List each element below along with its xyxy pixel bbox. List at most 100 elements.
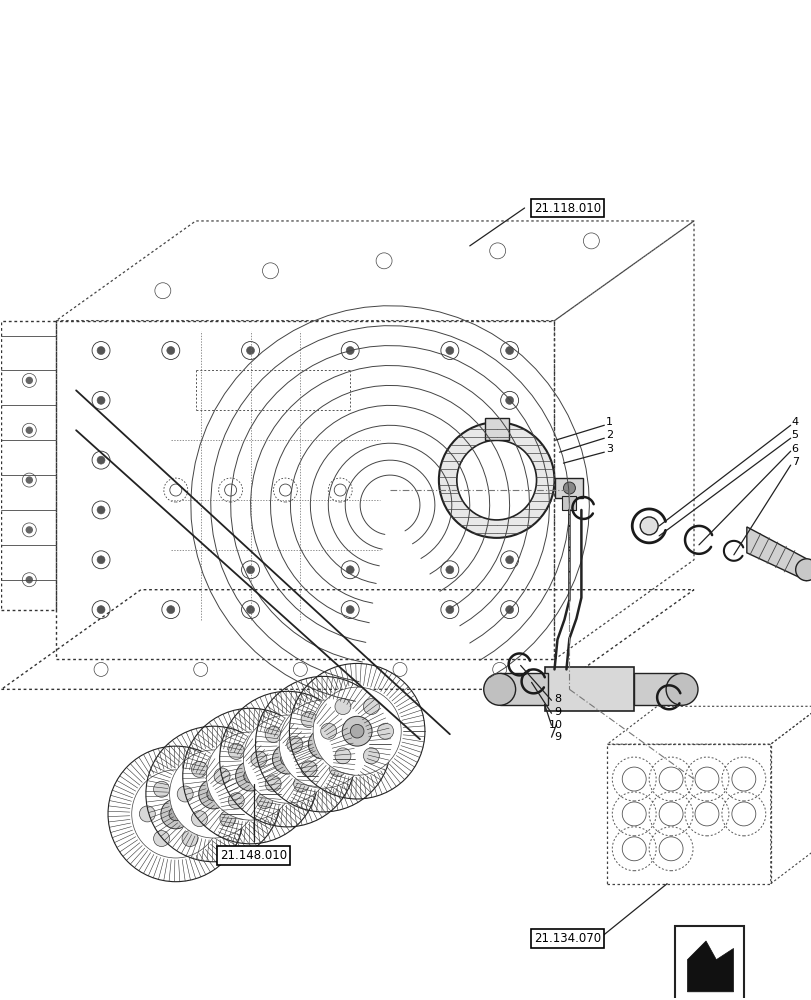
Circle shape xyxy=(500,601,518,619)
Circle shape xyxy=(335,699,350,715)
Circle shape xyxy=(235,761,265,791)
Circle shape xyxy=(220,811,235,827)
Circle shape xyxy=(94,662,108,676)
Circle shape xyxy=(505,506,513,514)
Text: 21.118.010: 21.118.010 xyxy=(533,202,600,215)
Circle shape xyxy=(500,551,518,569)
Circle shape xyxy=(375,253,392,269)
Circle shape xyxy=(22,573,36,587)
Circle shape xyxy=(247,566,254,574)
Text: 7: 7 xyxy=(791,457,798,467)
Text: 2: 2 xyxy=(606,430,612,440)
Bar xyxy=(555,478,582,498)
Circle shape xyxy=(153,831,169,847)
Circle shape xyxy=(377,723,393,739)
Circle shape xyxy=(492,662,506,676)
Circle shape xyxy=(500,391,518,409)
Circle shape xyxy=(343,736,359,752)
Circle shape xyxy=(243,769,257,783)
Circle shape xyxy=(341,342,358,359)
Text: 4: 4 xyxy=(791,417,798,427)
Circle shape xyxy=(294,776,309,792)
Circle shape xyxy=(97,347,105,354)
Text: 6: 6 xyxy=(791,444,798,454)
Circle shape xyxy=(131,770,220,858)
Circle shape xyxy=(363,748,379,764)
Circle shape xyxy=(265,776,281,792)
Circle shape xyxy=(563,482,575,494)
Circle shape xyxy=(505,396,513,404)
Circle shape xyxy=(665,673,697,705)
Circle shape xyxy=(251,751,267,767)
Circle shape xyxy=(342,716,371,746)
Circle shape xyxy=(293,662,307,676)
Circle shape xyxy=(207,787,220,801)
Circle shape xyxy=(139,806,155,822)
Circle shape xyxy=(489,243,505,259)
Circle shape xyxy=(241,342,260,359)
Circle shape xyxy=(26,577,32,583)
Circle shape xyxy=(350,724,363,738)
Circle shape xyxy=(457,440,536,520)
Circle shape xyxy=(440,342,458,359)
Text: 21.134.070: 21.134.070 xyxy=(533,932,600,945)
Circle shape xyxy=(247,606,254,614)
Circle shape xyxy=(639,517,658,535)
Circle shape xyxy=(329,712,345,727)
Circle shape xyxy=(234,786,250,802)
Circle shape xyxy=(445,566,453,574)
Circle shape xyxy=(505,456,513,464)
Circle shape xyxy=(22,423,36,437)
Circle shape xyxy=(182,831,198,847)
Circle shape xyxy=(97,396,105,404)
Circle shape xyxy=(329,761,345,777)
Circle shape xyxy=(161,799,191,829)
Circle shape xyxy=(97,456,105,464)
Polygon shape xyxy=(687,941,732,992)
Circle shape xyxy=(26,527,32,533)
Circle shape xyxy=(241,601,260,619)
Circle shape xyxy=(265,726,281,742)
Circle shape xyxy=(243,715,331,803)
Circle shape xyxy=(191,811,207,827)
Circle shape xyxy=(169,807,182,821)
Circle shape xyxy=(97,606,105,614)
Circle shape xyxy=(26,427,32,433)
Circle shape xyxy=(345,566,354,574)
Circle shape xyxy=(272,744,302,774)
Circle shape xyxy=(505,347,513,354)
Circle shape xyxy=(345,606,354,614)
Circle shape xyxy=(500,451,518,469)
Circle shape xyxy=(22,473,36,487)
Circle shape xyxy=(445,606,453,614)
Circle shape xyxy=(341,561,358,579)
Bar xyxy=(562,496,576,510)
Circle shape xyxy=(228,743,244,759)
Circle shape xyxy=(206,732,294,820)
Circle shape xyxy=(281,752,294,766)
Text: 21.148.010: 21.148.010 xyxy=(220,849,287,862)
Circle shape xyxy=(363,699,379,715)
Circle shape xyxy=(169,750,257,838)
Circle shape xyxy=(341,601,358,619)
Circle shape xyxy=(271,768,286,784)
Circle shape xyxy=(228,793,244,809)
Circle shape xyxy=(795,559,811,581)
Circle shape xyxy=(483,673,515,705)
Circle shape xyxy=(262,263,278,279)
Circle shape xyxy=(313,687,401,775)
Circle shape xyxy=(22,373,36,387)
Circle shape xyxy=(440,561,458,579)
Circle shape xyxy=(335,748,350,764)
Circle shape xyxy=(153,781,169,797)
Circle shape xyxy=(256,743,272,759)
Circle shape xyxy=(166,606,174,614)
Circle shape xyxy=(92,601,109,619)
Circle shape xyxy=(308,729,337,759)
Polygon shape xyxy=(746,527,805,581)
Circle shape xyxy=(22,523,36,537)
Circle shape xyxy=(393,662,406,676)
Circle shape xyxy=(582,233,599,249)
Circle shape xyxy=(191,761,207,777)
Circle shape xyxy=(500,342,518,359)
